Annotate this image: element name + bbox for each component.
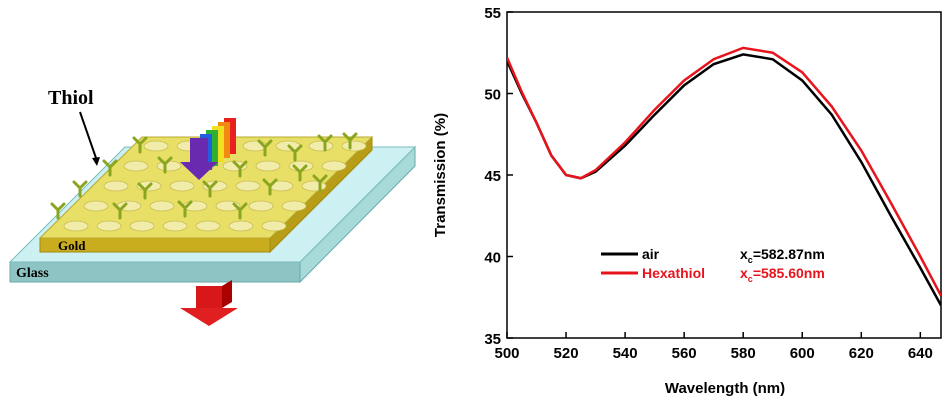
glass-front: [9, 261, 301, 283]
thiol-molecule: [262, 178, 278, 196]
x-axis-title: Wavelength (nm): [665, 380, 785, 397]
thiol-molecule: [112, 202, 128, 220]
thiol-molecule: [232, 160, 248, 178]
hole: [341, 140, 367, 152]
thiol-molecule: [72, 180, 88, 198]
light-out-arrow: [180, 280, 238, 326]
hole: [248, 200, 274, 212]
hole: [195, 220, 221, 232]
x-tick-label: 520: [554, 345, 579, 362]
thiol-molecule: [232, 202, 248, 220]
thiol-molecule: [132, 136, 148, 154]
y-tick-label: 55: [484, 5, 501, 22]
light-in-arrow: [180, 118, 236, 180]
hole: [143, 140, 169, 152]
x-tick-label: 560: [672, 345, 697, 362]
x-tick-label: 600: [790, 345, 815, 362]
x-tick-label: 640: [908, 345, 933, 362]
gold-label: Gold: [58, 238, 86, 253]
thiol-molecule: [202, 180, 218, 198]
legend-note-rest: =585.60nm: [753, 265, 825, 281]
y-tick-label: 50: [484, 87, 501, 104]
thiol-molecule: [177, 200, 193, 218]
legend-note-base: x: [740, 246, 748, 262]
thiol-molecule: [342, 132, 358, 150]
legend-note-base: x: [740, 265, 748, 281]
hole: [235, 180, 261, 192]
chart: Wavelength (nm) Transmission (%) 500 520 5…: [432, 5, 942, 397]
hole: [255, 160, 281, 172]
hole: [261, 220, 287, 232]
hole: [281, 200, 307, 212]
thiol-molecule: [312, 174, 328, 192]
legend-note-sub: c: [748, 255, 753, 265]
hole: [156, 160, 182, 172]
legend-note-sub: c: [748, 274, 753, 284]
series-line: [507, 53, 941, 307]
hole: [129, 220, 155, 232]
legend-note: xc=582.87nm: [740, 246, 825, 265]
y-axis-title: Transmission (%): [432, 113, 449, 237]
x-tick-label: 620: [849, 345, 874, 362]
hole: [96, 220, 122, 232]
legend-note-rest: =582.87nm: [753, 246, 825, 262]
thiol-molecule: [157, 156, 173, 174]
series-line: [507, 46, 941, 297]
thiol-molecule: [50, 202, 66, 220]
y-tick-label: 45: [484, 168, 501, 185]
pointer-head: [92, 157, 100, 166]
legend-label: air: [642, 246, 660, 262]
hole: [162, 220, 188, 232]
thiol-molecule: [257, 139, 273, 157]
thiol-molecule: [317, 134, 333, 152]
y-tick-label: 35: [484, 331, 501, 348]
series-group: [507, 46, 941, 307]
hole: [228, 220, 254, 232]
thiol-molecule: [287, 144, 303, 162]
legend-label: Hexathiol: [642, 265, 705, 281]
thiol-molecule: [102, 159, 118, 177]
y-tick-label: 40: [484, 250, 501, 267]
hole: [308, 140, 334, 152]
hole: [301, 180, 327, 192]
thiol-molecule: [292, 164, 308, 182]
glass-label: Glass: [16, 266, 49, 281]
hole: [169, 180, 195, 192]
x-tick-label: 540: [613, 345, 638, 362]
hole: [83, 200, 109, 212]
legend-note: xc=585.60nm: [740, 265, 825, 284]
hole: [63, 220, 89, 232]
thiol-label: Thiol: [48, 87, 94, 109]
diagram: Thiol Gold Glass: [8, 87, 417, 326]
hole: [123, 160, 149, 172]
hole: [149, 200, 175, 212]
thiol-molecule: [137, 182, 153, 200]
x-tick-label: 580: [731, 345, 756, 362]
pointer-line: [79, 111, 97, 159]
hole: [103, 180, 129, 192]
x-tick-label: 500: [494, 345, 519, 362]
hole: [321, 160, 347, 172]
